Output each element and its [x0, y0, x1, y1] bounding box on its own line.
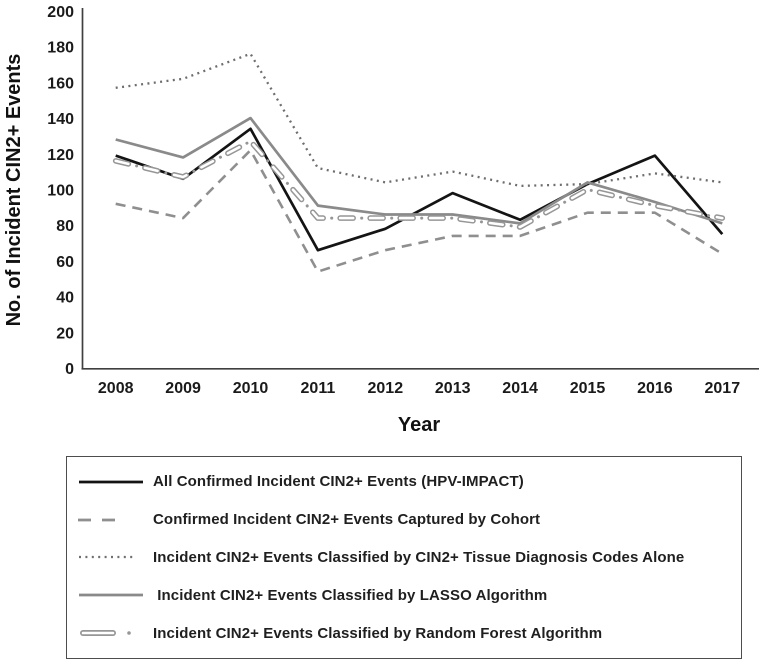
x-tick-label: 2011 — [301, 380, 336, 397]
y-tick-label: 120 — [47, 147, 74, 164]
legend-label: All Confirmed Incident CIN2+ Events (HPV… — [153, 473, 524, 491]
legend-item: Confirmed Incident CIN2+ Events Captured… — [75, 510, 733, 530]
y-tick-label: 160 — [47, 75, 74, 92]
legend-item: Incident CIN2+ Events Classified by Rand… — [75, 623, 733, 643]
legend-label: Incident CIN2+ Events Classified by Rand… — [153, 624, 603, 642]
legend-item: Incident CIN2+ Events Classified by LASS… — [75, 585, 733, 605]
y-axis-title: No. of Incident CIN2+ Events — [3, 54, 25, 327]
y-tick-label: 60 — [56, 254, 74, 271]
chart-legend: All Confirmed Incident CIN2+ Events (HPV… — [66, 456, 742, 659]
y-tick-label: 0 — [65, 361, 74, 378]
x-tick-label: 2012 — [368, 380, 404, 397]
y-tick-label: 80 — [56, 218, 74, 235]
x-tick-label: 2017 — [705, 380, 741, 397]
x-tick-label: 2013 — [435, 380, 471, 397]
x-tick-label: 2008 — [98, 380, 134, 397]
cin2-events-line-chart: No. of Incident CIN2+ Events Year 0 20 40 6… — [3, 4, 759, 436]
y-tick-label: 20 — [56, 325, 74, 342]
y-tick-label: 180 — [47, 40, 74, 57]
x-tick-label: 2015 — [570, 380, 606, 397]
legend-label: Incident CIN2+ Events Classified by LASS… — [153, 586, 548, 604]
legend-line-sample-dashed — [78, 518, 123, 522]
legend-line-sample-solid-black — [79, 480, 143, 484]
y-tick-label: 140 — [47, 111, 74, 128]
x-tick-label: 2009 — [165, 380, 201, 397]
legend-label: Incident CIN2+ Events Classified by CIN2… — [153, 548, 685, 566]
legend-line-sample-solid-gray — [79, 593, 143, 597]
y-tick-label: 100 — [47, 183, 74, 200]
series-line-4-dots — [114, 139, 724, 229]
series-line-0 — [115, 127, 724, 252]
legend-item: Incident CIN2+ Events Classified by CIN2… — [75, 547, 733, 567]
series-line-3 — [115, 116, 723, 225]
legend-item: All Confirmed Incident CIN2+ Events (HPV… — [75, 472, 733, 492]
y-tick-label: 200 — [47, 4, 74, 21]
legend-line-sample-capsule-dot — [80, 630, 131, 637]
series-line-2 — [115, 52, 723, 188]
legend-label: Confirmed Incident CIN2+ Events Captured… — [153, 511, 541, 529]
x-tick-label: 2014 — [502, 380, 538, 397]
y-tick-label: 40 — [56, 290, 74, 307]
legend-line-sample-dotted — [79, 556, 133, 559]
x-axis-title: Year — [398, 414, 440, 436]
x-tick-label: 2010 — [233, 380, 269, 397]
x-tick-label: 2016 — [637, 380, 673, 397]
plot-area: 0 20 40 60 80 100 120 140 160 180 200 2008 2009 2010 2… — [47, 4, 759, 397]
series-line-1 — [115, 148, 723, 273]
sample-dot — [127, 631, 131, 635]
